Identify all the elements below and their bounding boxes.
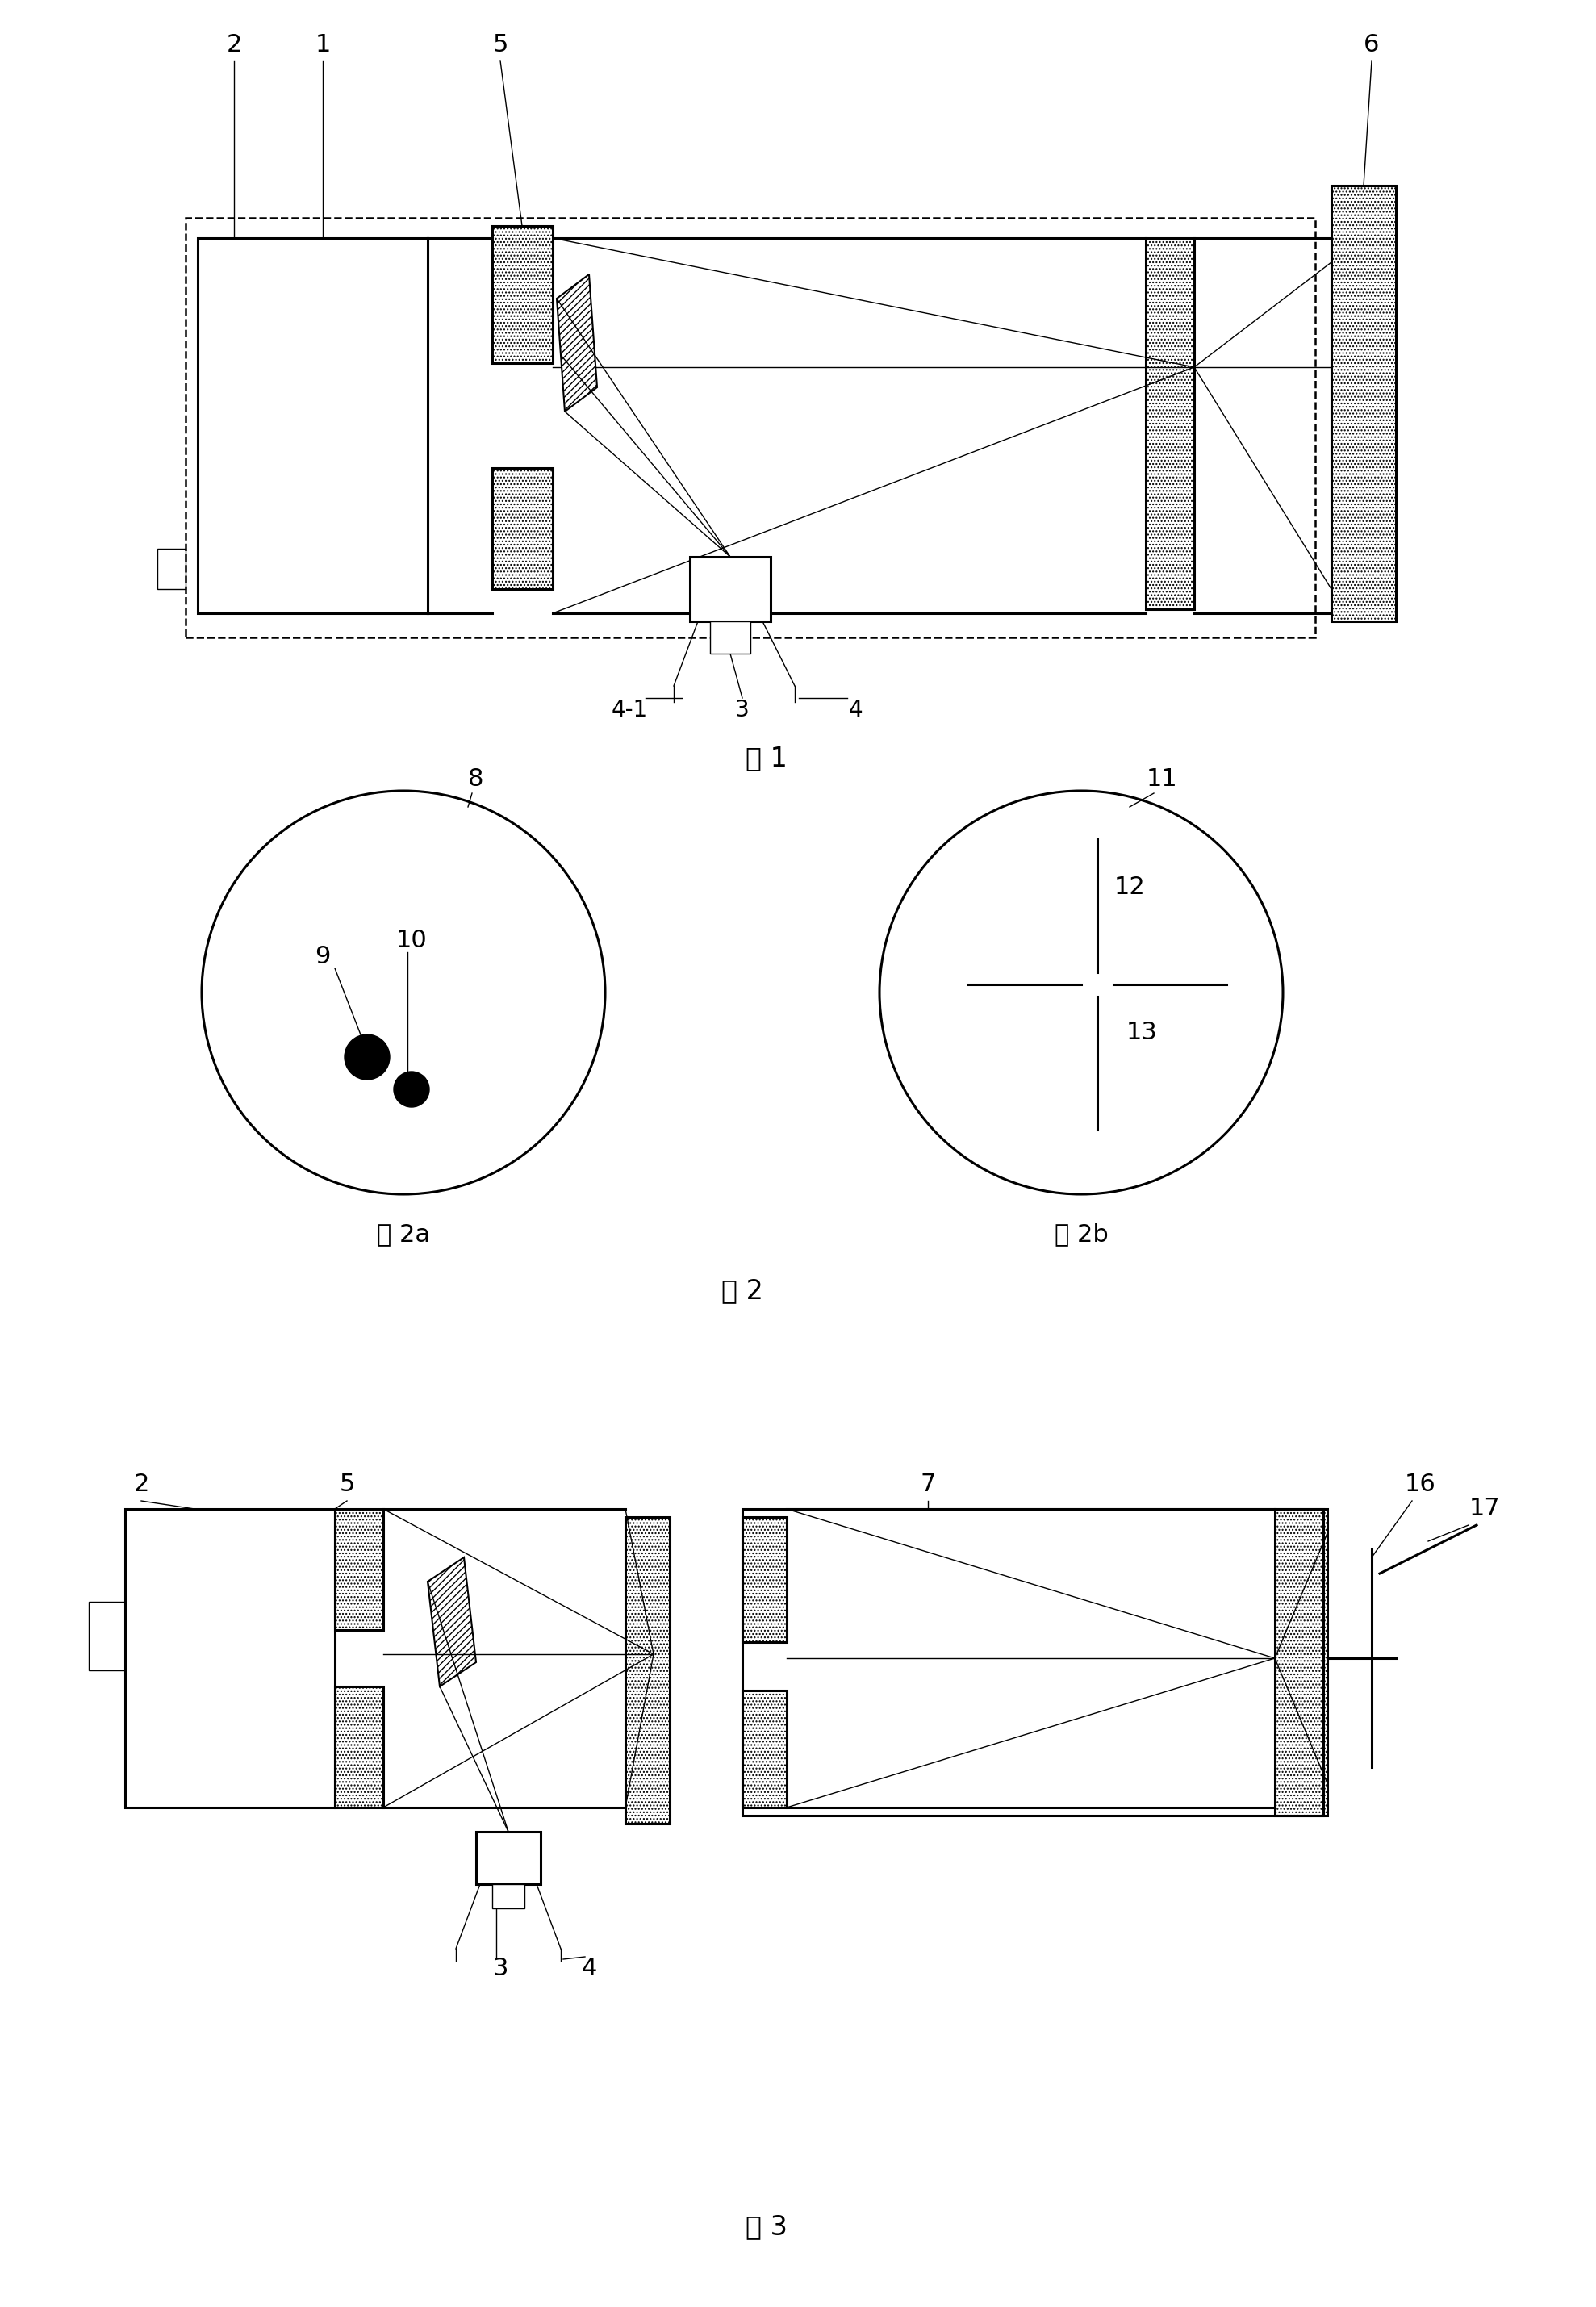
- Bar: [198, 238, 428, 614]
- Text: 图 2a: 图 2a: [377, 1223, 429, 1246]
- Bar: [335, 1509, 383, 1631]
- Bar: [626, 1518, 670, 1823]
- Text: 4: 4: [847, 699, 862, 722]
- Text: 图 2: 图 2: [721, 1278, 763, 1303]
- Text: 6: 6: [1365, 32, 1379, 55]
- Circle shape: [394, 1070, 429, 1107]
- Bar: [1275, 1509, 1328, 1816]
- Text: 11: 11: [1146, 766, 1178, 791]
- Bar: [335, 1509, 383, 1631]
- Bar: [492, 1885, 525, 1908]
- Bar: [492, 468, 552, 588]
- Bar: [626, 1518, 670, 1823]
- Text: 5: 5: [338, 1474, 354, 1497]
- Bar: [1146, 238, 1194, 609]
- Bar: [742, 1691, 787, 1806]
- Text: 4-1: 4-1: [611, 699, 648, 722]
- Text: 3: 3: [736, 699, 750, 722]
- Bar: [492, 226, 552, 362]
- Bar: [476, 1832, 541, 1885]
- Polygon shape: [557, 275, 597, 411]
- Circle shape: [345, 1034, 389, 1080]
- Bar: [89, 1601, 124, 1670]
- Bar: [742, 1518, 787, 1643]
- Text: 9: 9: [314, 944, 330, 969]
- Polygon shape: [428, 1557, 476, 1686]
- Text: 12: 12: [1114, 877, 1146, 900]
- Text: 1: 1: [314, 32, 330, 55]
- Bar: [1331, 185, 1396, 621]
- Bar: [492, 226, 552, 362]
- Bar: [710, 621, 750, 653]
- Bar: [492, 468, 552, 588]
- Bar: [335, 1686, 383, 1806]
- Bar: [742, 1509, 1323, 1816]
- Text: 13: 13: [1127, 1022, 1157, 1045]
- Bar: [1275, 1509, 1328, 1816]
- Text: 8: 8: [468, 766, 484, 791]
- Bar: [1146, 238, 1194, 609]
- Bar: [335, 1686, 383, 1806]
- Bar: [1331, 185, 1396, 621]
- Text: 2: 2: [227, 32, 243, 55]
- Text: 17: 17: [1468, 1497, 1500, 1520]
- Text: 10: 10: [396, 927, 428, 953]
- Bar: [185, 217, 1315, 637]
- Text: 4: 4: [581, 1956, 597, 1982]
- Text: 5: 5: [493, 32, 508, 55]
- Text: 16: 16: [1404, 1474, 1436, 1497]
- Text: 图 1: 图 1: [745, 745, 787, 773]
- Text: 图 2b: 图 2b: [1055, 1223, 1108, 1246]
- Text: 图 3: 图 3: [745, 2215, 787, 2240]
- Text: 3: 3: [493, 1956, 508, 1982]
- Bar: [742, 1518, 787, 1643]
- Text: 2: 2: [134, 1474, 148, 1497]
- Bar: [742, 1691, 787, 1806]
- Text: 7: 7: [919, 1474, 935, 1497]
- Bar: [124, 1509, 335, 1806]
- Bar: [689, 556, 771, 621]
- Bar: [158, 549, 185, 588]
